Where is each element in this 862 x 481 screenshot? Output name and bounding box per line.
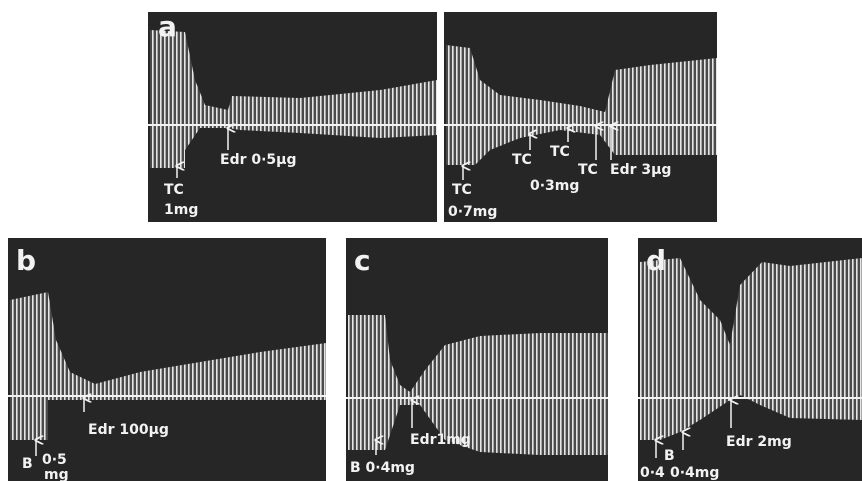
- panel-label: d: [646, 244, 666, 277]
- panel-a-right: TC 0·7mg TC 0·3mg TC TC Edr 3μg: [444, 12, 717, 222]
- panel-b: b B 0·5 mg Edr 100μg: [8, 238, 326, 481]
- annotation: Edr 100μg: [88, 422, 169, 438]
- annotation: Edr 0·5μg: [220, 152, 297, 168]
- annotation: mg: [44, 467, 69, 481]
- panel-label: a: [158, 10, 177, 43]
- annotation: 1mg: [164, 202, 198, 218]
- annotation: TC: [164, 182, 184, 198]
- panel-d: d B 0·4 0·4mg Edr 2mg: [638, 238, 862, 481]
- annotation: 0·4mg: [670, 465, 719, 481]
- figure: a TC 1mg Edr 0·5μg TC 0·7mg TC 0·3mg TC …: [0, 0, 862, 481]
- panel-a-left: a TC 1mg Edr 0·5μg: [148, 10, 437, 222]
- annotation: B: [664, 448, 675, 464]
- panel-label: c: [354, 244, 371, 277]
- annotation: TC: [512, 152, 532, 168]
- annotation: Edr 3μg: [610, 162, 671, 178]
- annotation: Edr1mg: [410, 432, 471, 448]
- annotation: TC: [550, 144, 570, 160]
- trace-lower: [10, 400, 48, 440]
- annotation: 0·7mg: [448, 204, 497, 220]
- panel-c: c B 0·4mg Edr1mg: [346, 238, 608, 481]
- annotation: TC: [452, 182, 472, 198]
- annotation: 0·3mg: [530, 178, 579, 194]
- annotation: Edr 2mg: [726, 434, 792, 450]
- panel-label: b: [16, 244, 36, 277]
- annotation: B 0·4mg: [350, 460, 415, 476]
- annotation: 0·5: [42, 452, 67, 468]
- annotation: TC: [578, 162, 598, 178]
- annotation: B: [22, 456, 33, 472]
- annotation: 0·4: [640, 465, 665, 481]
